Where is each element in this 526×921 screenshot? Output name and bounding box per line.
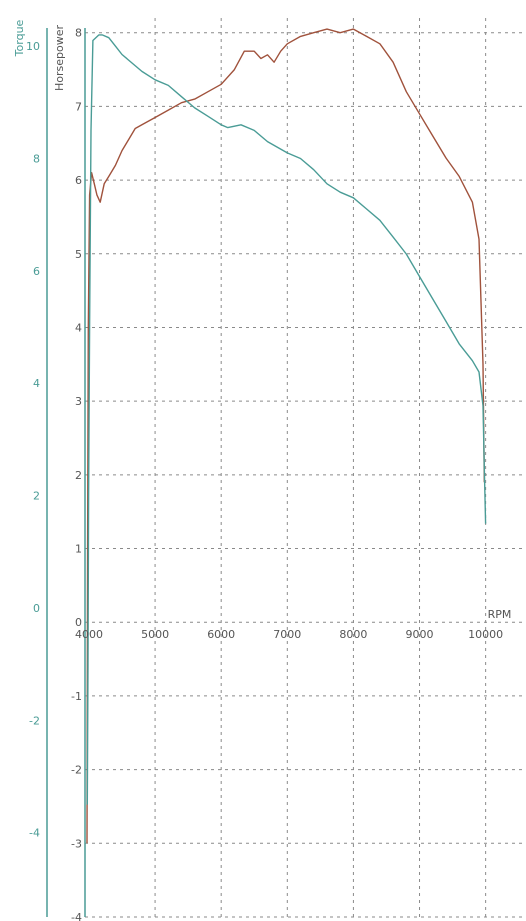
rpm-tick-5000: 5000 (141, 628, 169, 641)
torque-tick-4: 4 (33, 377, 40, 390)
torque-axis-title: Torque (13, 19, 26, 57)
torque-tick--4: -4 (29, 827, 40, 840)
horsepower-tick-8: 8 (75, 27, 82, 40)
horsepower-tick--3: -3 (71, 837, 82, 850)
torque-tick--2: -2 (29, 714, 40, 727)
horsepower-axis-title: Horsepower (53, 25, 66, 91)
grid (85, 18, 522, 918)
rpm-tick-9000: 9000 (406, 628, 434, 641)
rpm-tick-10000: 10000 (468, 628, 503, 641)
rpm-tick-6000: 6000 (207, 628, 235, 641)
torque-tick-0: 0 (33, 602, 40, 615)
rpm-tick-4000: 4000 (75, 628, 103, 641)
series-line-torque (86, 34, 487, 805)
horsepower-tick-0: 0 (75, 616, 82, 629)
horsepower-tick-5: 5 (75, 248, 82, 261)
series-line-horsepower (86, 28, 485, 844)
horsepower-tick-7: 7 (75, 100, 82, 113)
horsepower-tick-6: 6 (75, 174, 82, 187)
torque-tick-10: 10 (26, 40, 40, 53)
axes (46, 28, 86, 917)
labels-layer: -4 -2 0 2 4 6 8 10 -4 -3 -2 -1 0 1 2 3 4 5 6 7 8 4000 5000 6000… (13, 19, 511, 921)
torque-tick-2: 2 (33, 490, 40, 503)
horsepower-tick-2: 2 (75, 469, 82, 482)
series-layer (86, 28, 487, 844)
horsepower-tick-4: 4 (75, 321, 82, 334)
horsepower-tick-3: 3 (75, 395, 82, 408)
horsepower-tick-1: 1 (75, 543, 82, 556)
horsepower-tick--1: -1 (71, 690, 82, 703)
horsepower-tick--2: -2 (71, 764, 82, 777)
torque-tick-8: 8 (33, 152, 40, 165)
rpm-tick-7000: 7000 (273, 628, 301, 641)
horsepower-tick--4: -4 (71, 911, 82, 921)
rpm-axis-title: RPM (488, 608, 512, 621)
torque-tick-6: 6 (33, 265, 40, 278)
rpm-tick-8000: 8000 (339, 628, 367, 641)
